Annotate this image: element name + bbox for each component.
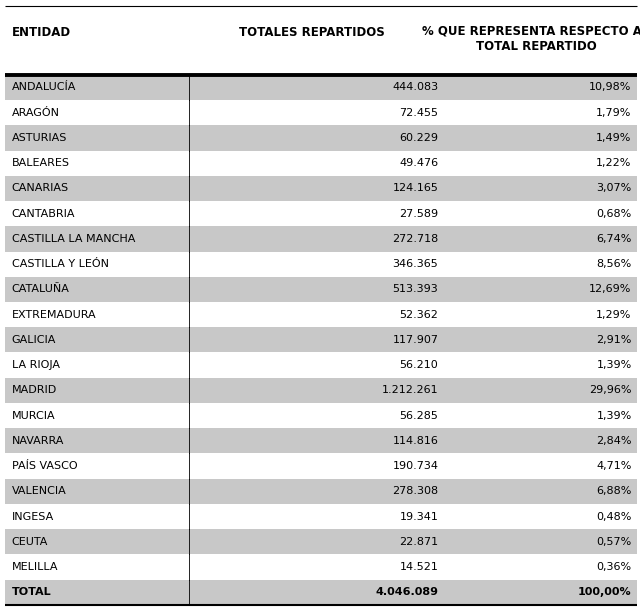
- Text: 0,48%: 0,48%: [596, 511, 632, 522]
- Text: INGESA: INGESA: [12, 511, 54, 522]
- Bar: [5, 478, 637, 504]
- Text: GALICIA: GALICIA: [12, 335, 56, 345]
- Text: ANDALUCÍA: ANDALUCÍA: [12, 83, 76, 92]
- Bar: [5, 454, 637, 478]
- Text: CANARIAS: CANARIAS: [12, 184, 68, 193]
- Text: 6,74%: 6,74%: [596, 234, 632, 244]
- Text: ASTURIAS: ASTURIAS: [12, 133, 67, 143]
- Text: VALENCIA: VALENCIA: [12, 486, 67, 496]
- Text: 19.341: 19.341: [399, 511, 438, 522]
- Text: 49.476: 49.476: [399, 158, 438, 168]
- Bar: [5, 327, 637, 353]
- Text: 272.718: 272.718: [392, 234, 438, 244]
- Bar: [5, 378, 637, 403]
- Bar: [5, 554, 637, 579]
- Text: TOTAL: TOTAL: [12, 587, 51, 597]
- Text: 0,36%: 0,36%: [596, 562, 632, 572]
- Bar: [5, 353, 637, 378]
- Text: 1,49%: 1,49%: [596, 133, 632, 143]
- Text: 12,69%: 12,69%: [589, 285, 632, 294]
- Text: 114.816: 114.816: [392, 436, 438, 446]
- Text: CASTILLA LA MANCHA: CASTILLA LA MANCHA: [12, 234, 135, 244]
- Text: EXTREMADURA: EXTREMADURA: [12, 309, 96, 320]
- Text: BALEARES: BALEARES: [12, 158, 70, 168]
- Text: 56.285: 56.285: [399, 410, 438, 421]
- Bar: [5, 3, 637, 75]
- Text: MADRID: MADRID: [12, 385, 57, 395]
- Text: LA RIOJA: LA RIOJA: [12, 360, 60, 370]
- Bar: [5, 428, 637, 454]
- Text: 1,79%: 1,79%: [596, 108, 632, 118]
- Text: % QUE REPRESENTA RESPECTO AL
TOTAL REPARTIDO: % QUE REPRESENTA RESPECTO AL TOTAL REPAR…: [422, 25, 640, 53]
- Text: 0,68%: 0,68%: [596, 209, 632, 219]
- Text: 56.210: 56.210: [399, 360, 438, 370]
- Text: 4,71%: 4,71%: [596, 461, 632, 471]
- Text: 52.362: 52.362: [399, 309, 438, 320]
- Text: 2,84%: 2,84%: [596, 436, 632, 446]
- Text: MURCIA: MURCIA: [12, 410, 55, 421]
- Text: 14.521: 14.521: [399, 562, 438, 572]
- Bar: [5, 75, 637, 100]
- Text: 10,98%: 10,98%: [589, 83, 632, 92]
- Text: 513.393: 513.393: [393, 285, 438, 294]
- Text: 346.365: 346.365: [393, 259, 438, 269]
- Text: 22.871: 22.871: [399, 537, 438, 547]
- Text: 27.589: 27.589: [399, 209, 438, 219]
- Text: TOTALES REPARTIDOS: TOTALES REPARTIDOS: [239, 26, 385, 40]
- Text: 29,96%: 29,96%: [589, 385, 632, 395]
- Bar: [5, 277, 637, 302]
- Text: 60.229: 60.229: [399, 133, 438, 143]
- Text: 3,07%: 3,07%: [596, 184, 632, 193]
- Text: 72.455: 72.455: [399, 108, 438, 118]
- Text: 8,56%: 8,56%: [596, 259, 632, 269]
- Bar: [5, 151, 637, 176]
- Text: CATALUÑA: CATALUÑA: [12, 285, 69, 294]
- Bar: [5, 579, 637, 605]
- Bar: [5, 226, 637, 252]
- Bar: [5, 529, 637, 554]
- Bar: [5, 201, 637, 226]
- Text: 1,39%: 1,39%: [596, 360, 632, 370]
- Text: 100,00%: 100,00%: [578, 587, 632, 597]
- Text: ENTIDAD: ENTIDAD: [12, 26, 70, 40]
- Text: 2,91%: 2,91%: [596, 335, 632, 345]
- Text: PAÍS VASCO: PAÍS VASCO: [12, 461, 77, 471]
- Text: CEUTA: CEUTA: [12, 537, 48, 547]
- Bar: [5, 403, 637, 428]
- Bar: [5, 100, 637, 125]
- Text: 278.308: 278.308: [392, 486, 438, 496]
- Text: 4.046.089: 4.046.089: [376, 587, 438, 597]
- Text: CANTABRIA: CANTABRIA: [12, 209, 75, 219]
- Text: ARAGÓN: ARAGÓN: [12, 108, 60, 118]
- Text: 444.083: 444.083: [392, 83, 438, 92]
- Text: 190.734: 190.734: [392, 461, 438, 471]
- Text: 1,22%: 1,22%: [596, 158, 632, 168]
- Bar: [5, 302, 637, 327]
- Text: 0,57%: 0,57%: [596, 537, 632, 547]
- Text: 1,29%: 1,29%: [596, 309, 632, 320]
- Text: 6,88%: 6,88%: [596, 486, 632, 496]
- Text: 124.165: 124.165: [392, 184, 438, 193]
- Text: 1.212.261: 1.212.261: [382, 385, 438, 395]
- Text: 1,39%: 1,39%: [596, 410, 632, 421]
- Text: MELILLA: MELILLA: [12, 562, 58, 572]
- Text: NAVARRA: NAVARRA: [12, 436, 64, 446]
- Text: 117.907: 117.907: [392, 335, 438, 345]
- Text: CASTILLA Y LEÓN: CASTILLA Y LEÓN: [12, 259, 109, 269]
- Bar: [5, 125, 637, 151]
- Bar: [5, 252, 637, 277]
- Bar: [5, 176, 637, 201]
- Bar: [5, 504, 637, 529]
